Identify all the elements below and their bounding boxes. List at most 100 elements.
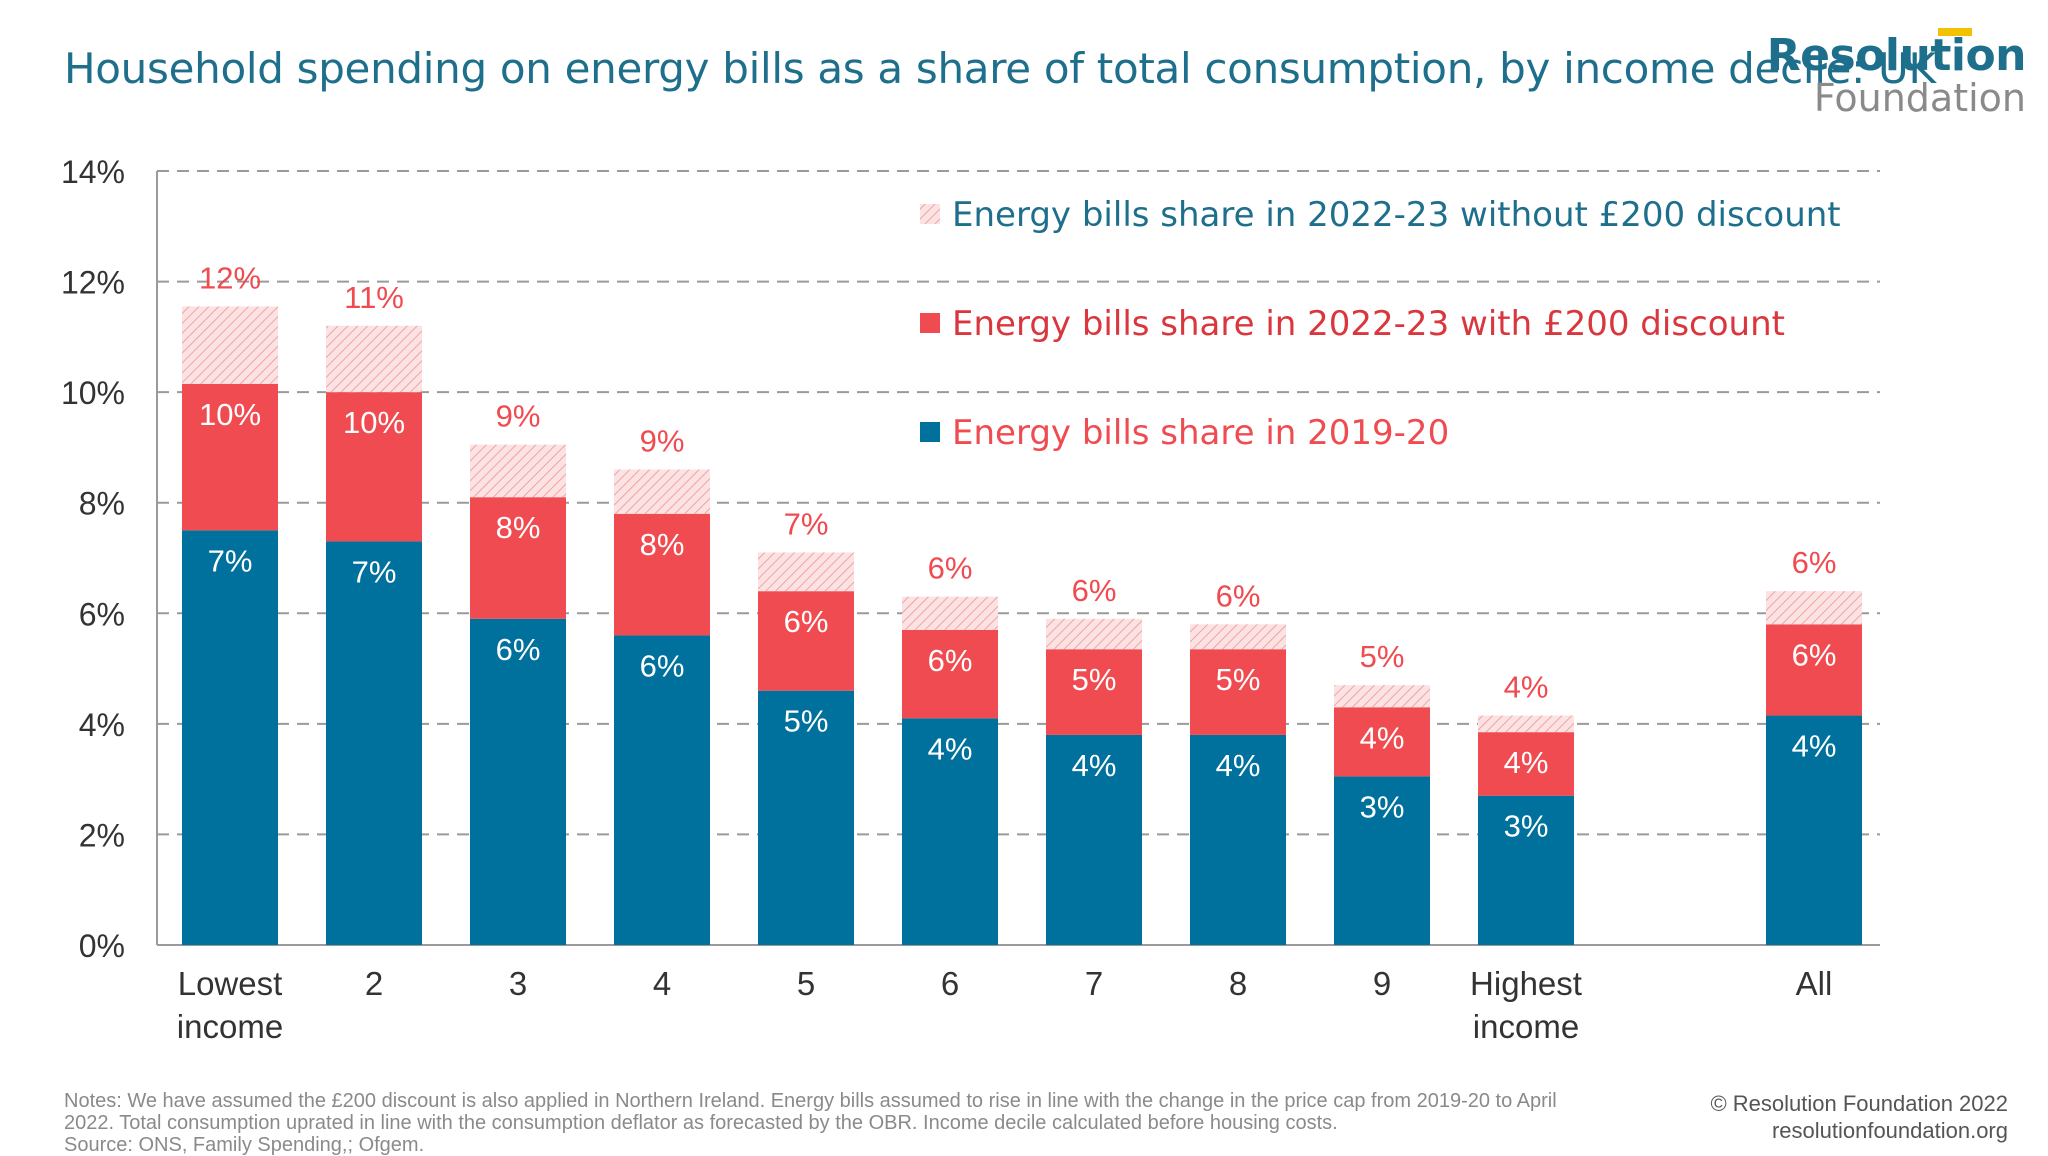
- copyright-credit: © Resolution Foundation 2022 resolutionf…: [1710, 1090, 2008, 1144]
- data-label: 6%: [1792, 545, 1837, 580]
- bar-segment-without-discount: [614, 469, 710, 514]
- bar-segment-without-discount: [902, 596, 998, 630]
- bar-segment-without-discount: [470, 444, 566, 498]
- data-label: 6%: [1216, 578, 1261, 613]
- x-tick-label-line: 4: [653, 965, 671, 1002]
- bar-segment-base-2019-20: [1766, 715, 1862, 945]
- x-tick-label-line: income: [1473, 1008, 1579, 1045]
- gridlines: [157, 170, 1880, 836]
- bar-segment-without-discount: [1478, 715, 1574, 733]
- x-tick-label: 7: [1085, 965, 1103, 1002]
- legend-label: Energy bills share in 2022-23 without £2…: [952, 195, 1841, 235]
- bar-segment-with-discount: [614, 513, 710, 636]
- bar-segment-with-discount: [758, 591, 854, 691]
- data-label: 4%: [1504, 745, 1549, 780]
- data-label: 5%: [1072, 662, 1117, 697]
- bar-segment-with-discount: [326, 392, 422, 542]
- bar-segment-with-discount: [1478, 732, 1574, 796]
- x-tick-label-line: 6: [941, 965, 959, 1002]
- notes-line-2: 2022. Total consumption uprated in line …: [64, 1112, 1338, 1134]
- notes-source: Source: ONS, Family Spending,; Ofgem.: [64, 1134, 425, 1156]
- x-tick-label-line: 5: [797, 965, 815, 1002]
- bar-segment-with-discount: [1046, 649, 1142, 735]
- legend-label: Energy bills share in 2019-20: [952, 413, 1449, 453]
- bar-segment-base-2019-20: [614, 635, 710, 945]
- data-label: 4%: [1504, 670, 1549, 705]
- data-label: 9%: [496, 399, 541, 434]
- data-label: 6%: [928, 551, 973, 586]
- bar-segment-without-discount: [1766, 591, 1862, 625]
- bar-segment-without-discount: [1046, 618, 1142, 650]
- data-label: 4%: [1792, 729, 1837, 764]
- data-label: 12%: [199, 260, 261, 295]
- chart-notes: Notes: We have assumed the £200 discount…: [64, 1090, 1684, 1156]
- x-tick-label: 2: [365, 965, 383, 1002]
- x-tick-label: 4: [653, 965, 671, 1002]
- legend-swatch: [920, 422, 940, 442]
- x-tick-label: 5: [797, 965, 815, 1002]
- logo-wordmark-bottom: Foundation: [1813, 76, 2026, 120]
- data-label: 7%: [352, 554, 397, 589]
- data-label: 8%: [640, 527, 685, 562]
- bar-segment-without-discount: [758, 552, 854, 592]
- data-label: 5%: [1216, 662, 1261, 697]
- data-label: 10%: [199, 397, 261, 432]
- bar-segment-with-discount: [470, 497, 566, 619]
- y-tick-label: 10%: [61, 375, 125, 411]
- bar-segment-with-discount: [1766, 624, 1862, 716]
- data-label: 4%: [928, 731, 973, 766]
- legend-label: Energy bills share in 2022-23 with £200 …: [952, 304, 1785, 344]
- copyright-line: © Resolution Foundation 2022: [1710, 1091, 2008, 1116]
- bar-segment-base-2019-20: [1190, 734, 1286, 945]
- data-label: 3%: [1504, 809, 1549, 844]
- x-tick-label-line: income: [177, 1008, 283, 1045]
- data-label: 3%: [1360, 789, 1405, 824]
- data-label: 6%: [928, 643, 973, 678]
- data-label: 6%: [640, 648, 685, 683]
- x-tick-label: 3: [509, 965, 527, 1002]
- data-label: 11%: [344, 280, 404, 315]
- logo-accent-mark: [1938, 28, 1972, 36]
- data-label: 6%: [1072, 573, 1117, 608]
- website-line: resolutionfoundation.org: [1771, 1118, 2008, 1143]
- data-label: 6%: [496, 632, 541, 667]
- bar-segment-without-discount: [1190, 624, 1286, 650]
- bar-segment-with-discount: [182, 383, 278, 531]
- bar-segment-without-discount: [1334, 685, 1430, 708]
- bar-segment-base-2019-20: [902, 718, 998, 945]
- bar-segment-base-2019-20: [326, 541, 422, 945]
- y-tick-label: 8%: [79, 486, 125, 522]
- data-label: 6%: [784, 604, 829, 639]
- axes: 0% 2% 4% 6% 8% 10% 12% 14% Lowest income 2 3 4 5 6 7 8 9 H…: [61, 154, 1880, 1045]
- x-tick-label: 8: [1229, 965, 1247, 1002]
- x-tick-label-line: 9: [1373, 965, 1391, 1002]
- legend-swatch: [920, 204, 940, 224]
- bar-segment-base-2019-20: [470, 618, 566, 945]
- data-label: 9%: [640, 424, 685, 459]
- x-tick-label: Lowest income: [177, 965, 283, 1045]
- data-label: 4%: [1216, 748, 1261, 783]
- data-label: 8%: [496, 510, 541, 545]
- x-tick-label-line: 8: [1229, 965, 1247, 1002]
- y-tick-label: 0%: [79, 928, 125, 964]
- data-label: 5%: [1360, 639, 1405, 674]
- x-tick-label-line: 2: [365, 965, 383, 1002]
- bar-segment-base-2019-20: [182, 530, 278, 945]
- x-tick-label: 9: [1373, 965, 1391, 1002]
- x-tick-label-line: Highest: [1470, 965, 1582, 1002]
- bar-segment-with-discount: [902, 629, 998, 719]
- logo-wordmark-top: Resolution: [1767, 28, 2027, 78]
- bar-segment-base-2019-20: [1478, 795, 1574, 945]
- bar-segment-base-2019-20: [1334, 776, 1430, 945]
- data-label: 7%: [784, 506, 829, 541]
- logo-top-text: Resolution: [1766, 30, 2027, 81]
- bar-segment-base-2019-20: [1046, 734, 1142, 945]
- bar-segment-with-discount: [1190, 649, 1286, 735]
- legend-swatch: [920, 313, 940, 333]
- data-labels: 7% 10% 12% 7% 10% 11% 6% 8% 9% 6% 8% 9% 5% 6% 7% 4% 6% 6%…: [199, 260, 1836, 843]
- chart-title: Household spending on energy bills as a …: [64, 44, 1936, 93]
- stacked-bar-chart: 0% 2% 4% 6% 8% 10% 12% 14% Lowest income 2 3 4 5 6 7 8 9 H…: [61, 154, 1880, 1045]
- x-tick-label: All: [1796, 965, 1833, 1002]
- y-tick-label: 6%: [79, 596, 125, 632]
- legend: Energy bills share in 2022-23 without £2…: [920, 195, 1841, 453]
